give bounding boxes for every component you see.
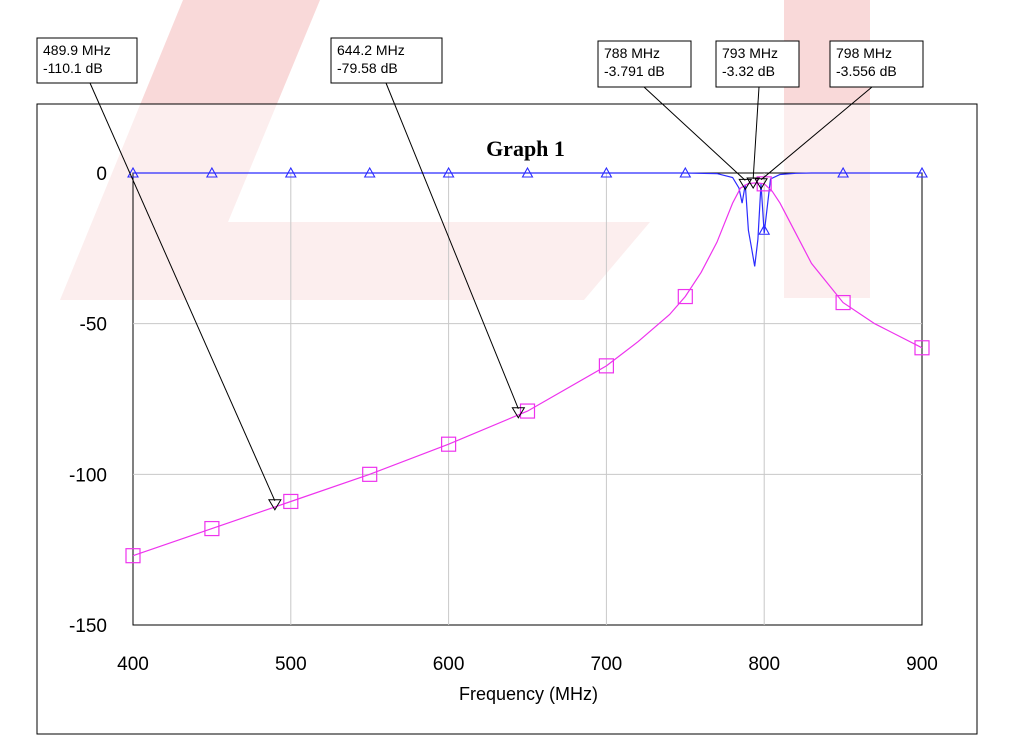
annotations: 489.9 MHz -110.1 dB 644.2 MHz -79.58 dB 788 … [36, 37, 924, 511]
annotation-marker [267, 499, 282, 511]
annotation-leader-line [760, 86, 873, 181]
series-1-marker [758, 224, 771, 235]
series-2-marker [204, 520, 220, 537]
series-2-marker [362, 466, 378, 482]
annotation-leader-line [385, 82, 519, 409]
annotation-frequency: 489.9 MHz [43, 42, 111, 58]
series-2-marker [283, 493, 299, 510]
series-1-marker [916, 166, 928, 178]
annotation-marker [754, 178, 768, 190]
tick-labels: 400 500 600 700 800 900 0 -50 -100 -150 [69, 164, 938, 675]
chart-title: Graph 1 [486, 136, 565, 161]
series-1-marker [679, 166, 692, 178]
x-tick-label: 900 [906, 654, 938, 675]
annotation-frequency: 788 MHz [604, 45, 660, 61]
annotation-box [330, 37, 443, 84]
chart-frame [36, 103, 978, 735]
series-1-marker [521, 166, 534, 178]
series-1-marker [205, 166, 218, 178]
annotation-marker [746, 177, 761, 189]
series-2-marker [914, 340, 930, 356]
annotation-marker [738, 178, 753, 191]
x-tick-label: 800 [748, 654, 780, 675]
annotation-frequency: 644.2 MHz [337, 42, 405, 58]
series-2-marker [441, 436, 457, 452]
series-line-2 [132, 182, 923, 557]
series-1-marker [127, 166, 139, 178]
annotation-box [829, 40, 924, 88]
x-axis-label: Frequency (MHz) [459, 684, 598, 704]
y-tick-label: -50 [80, 315, 107, 336]
series-2-marker [677, 288, 693, 305]
annotation-box [715, 40, 800, 88]
y-tick-label: -150 [69, 616, 107, 637]
series-2-marker [519, 403, 536, 419]
series-1-marker [837, 166, 850, 178]
annotation-level: -110.1 dB [43, 60, 103, 76]
series-2-marker [125, 548, 141, 564]
x-tick-label: 600 [433, 654, 465, 675]
annotation-level: -79.58 dB [337, 60, 398, 76]
series-line-1 [133, 172, 922, 267]
y-tick-label: -100 [69, 465, 107, 486]
annotation-leader-line [643, 86, 746, 181]
y-tick-label: 0 [96, 164, 107, 185]
series-1-marker [442, 166, 455, 178]
annotation-leader-line [89, 82, 276, 501]
series-layer [125, 166, 930, 564]
annotation-level: -3.32 dB [722, 63, 775, 79]
annotation-level: -3.556 dB [836, 63, 897, 79]
series-1-marker [600, 166, 613, 178]
series-2-marker [598, 358, 615, 374]
x-tick-label: 500 [275, 654, 307, 675]
series-1-marker [363, 166, 376, 178]
series-1-marker [284, 166, 297, 178]
x-tick-label: 400 [117, 654, 149, 675]
annotation-frequency: 793 MHz [722, 45, 778, 61]
annotation-box [597, 40, 692, 88]
annotation-marker [511, 407, 526, 419]
x-tick-label: 700 [591, 654, 623, 675]
annotation-box [36, 37, 138, 84]
grid [133, 173, 922, 625]
annotation-level: -3.791 dB [604, 63, 665, 79]
annotation-leader-line [752, 86, 760, 180]
annotation-frequency: 798 MHz [836, 45, 892, 61]
series-2-marker [835, 294, 851, 311]
